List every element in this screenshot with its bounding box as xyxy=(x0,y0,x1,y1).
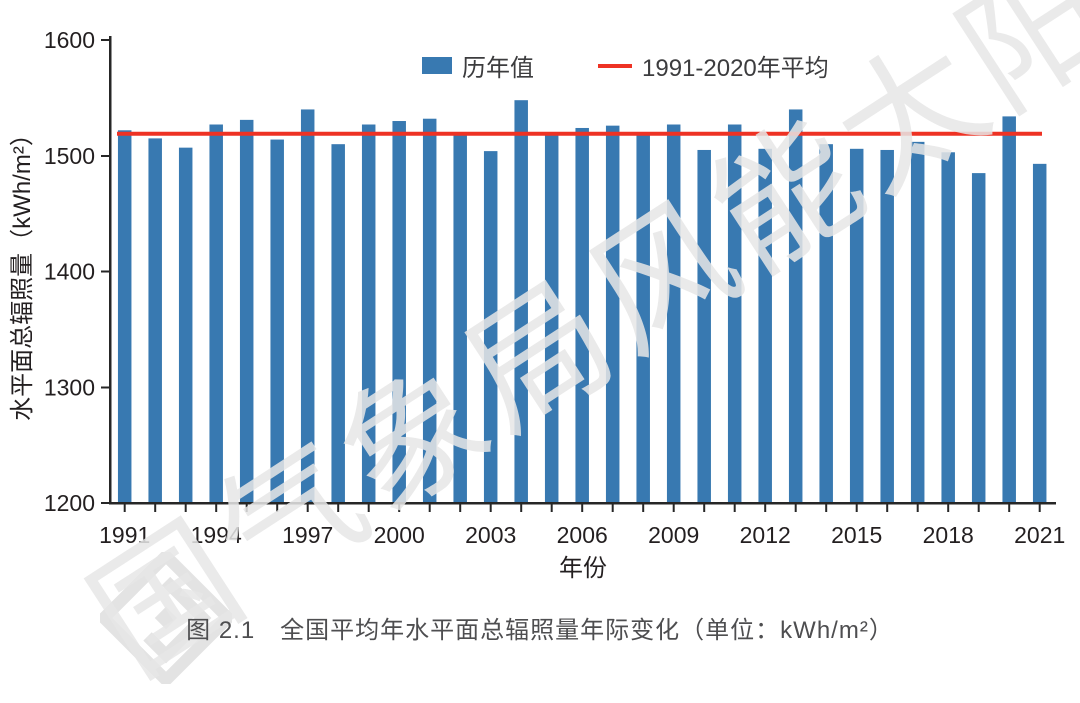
bar-2003 xyxy=(483,151,498,503)
bar-2009 xyxy=(666,124,681,503)
series-legend-label: 历年值 xyxy=(462,55,534,82)
average-line-swatch xyxy=(598,63,632,68)
bar-2020 xyxy=(1002,116,1016,503)
x-tick-label-2003: 2003 xyxy=(465,522,516,548)
x-tick-label-1994: 1994 xyxy=(191,522,242,548)
bar-2005 xyxy=(544,134,559,504)
average-legend-label: 1991-2020年平均 xyxy=(642,55,829,82)
bar-2012 xyxy=(758,148,772,503)
bar-1998 xyxy=(331,144,345,503)
x-tick-label-2018: 2018 xyxy=(923,522,974,548)
y-tick-label-1600: 1600 xyxy=(44,27,95,53)
x-tick-label-1997: 1997 xyxy=(282,522,333,548)
bar-2002 xyxy=(453,133,467,503)
bar-1996 xyxy=(270,139,284,504)
x-tick-label-2012: 2012 xyxy=(740,522,791,548)
bar-1993 xyxy=(178,147,193,503)
bar-2017 xyxy=(910,141,925,504)
bar-chart: 1991 1994 1997 2000 2003 2006 2009 2012 2015 2018… xyxy=(9,27,1065,582)
x-tick-label-2000: 2000 xyxy=(374,522,425,548)
bar-2019 xyxy=(971,173,986,504)
bar-1999 xyxy=(361,124,376,503)
bar-2014 xyxy=(819,144,833,503)
series-color-swatch xyxy=(422,57,452,74)
bar-2016 xyxy=(880,149,894,503)
bar-1997 xyxy=(300,109,315,503)
x-tick-label-1991: 1991 xyxy=(99,522,150,548)
bar-2008 xyxy=(636,132,650,503)
bar-2021 xyxy=(1032,163,1047,503)
y-tick-label-1400: 1400 xyxy=(44,259,95,285)
y-tick-label-1300: 1300 xyxy=(44,374,95,400)
bar-2011 xyxy=(727,124,742,503)
chart-legend-average: 1991-2020年平均 xyxy=(598,48,829,83)
figure-caption: 图 2.1 全国平均年水平面总辐照量年际变化（单位：kWh/m²） xyxy=(186,617,894,644)
x-tick-label-2015: 2015 xyxy=(831,522,882,548)
bar-1992 xyxy=(148,138,162,503)
chart-legend-series: 历年值 xyxy=(422,48,534,83)
x-tick-label-2009: 2009 xyxy=(648,522,699,548)
bar-2013 xyxy=(788,109,803,503)
bar-2007 xyxy=(605,125,620,504)
y-tick-label-1500: 1500 xyxy=(44,143,95,169)
y-axis-title: 水平面总辐照量（kWh/m²） xyxy=(9,122,36,421)
bar-2018 xyxy=(941,152,955,503)
bar-2015 xyxy=(849,148,864,503)
bar-1994 xyxy=(209,124,223,503)
bar-2004 xyxy=(514,100,528,503)
bar-2010 xyxy=(697,149,711,503)
figure: 1991 1994 1997 2000 2003 2006 2009 2012 2015 2018… xyxy=(9,0,1080,703)
bar-1995 xyxy=(239,119,254,504)
bar-2006 xyxy=(575,127,589,503)
x-tick-label-2021: 2021 xyxy=(1014,522,1065,548)
y-tick-label-1200: 1200 xyxy=(44,490,95,516)
bar-2001 xyxy=(422,118,437,504)
x-tick-label-2006: 2006 xyxy=(557,522,608,548)
x-axis-title: 年份 xyxy=(559,555,607,582)
bar-2000 xyxy=(392,121,406,504)
bar-1991 xyxy=(117,130,132,504)
